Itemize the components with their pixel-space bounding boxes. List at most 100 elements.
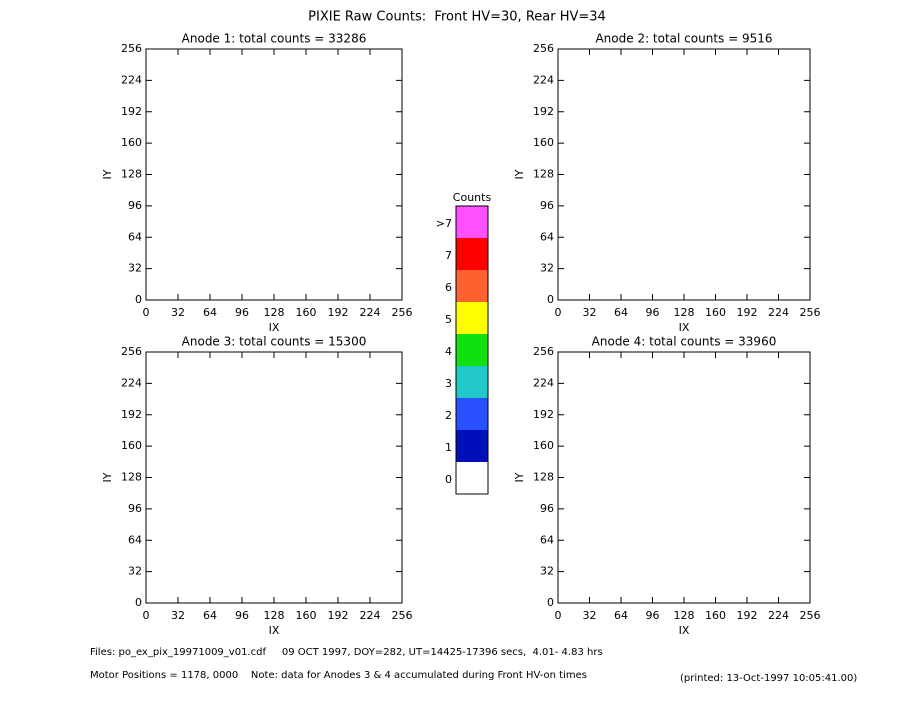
x-tick-label: 64	[203, 609, 217, 622]
x-tick-label: 224	[768, 306, 789, 319]
x-tick-label: 64	[614, 306, 628, 319]
colorbar-swatch	[456, 430, 488, 462]
x-tick-label: 256	[800, 609, 821, 622]
y-tick-label: 32	[128, 262, 142, 275]
y-axis-label: IY	[513, 169, 526, 179]
footer-files: Files: po_ex_pix_19971009_v01.cdf 09 OCT…	[90, 647, 603, 658]
y-tick-label: 224	[121, 73, 142, 86]
y-axis-label: IY	[513, 472, 526, 482]
x-tick-label: 32	[583, 306, 597, 319]
plot-area	[145, 48, 403, 301]
colorbar-label: 3	[445, 377, 452, 390]
x-tick-label: 192	[328, 306, 349, 319]
colorbar-label: 0	[445, 473, 452, 486]
y-tick-label: 128	[121, 471, 142, 484]
footer-motor: Motor Positions = 1178, 0000 Note: data …	[90, 670, 587, 681]
colorbar-swatch	[456, 302, 488, 334]
x-axis-label: IX	[269, 321, 280, 334]
colorbar-label: 4	[445, 345, 452, 358]
panel-title: Anode 1: total counts = 33286	[182, 32, 367, 46]
y-tick-label: 128	[533, 471, 554, 484]
y-tick-label: 32	[128, 565, 142, 578]
y-tick-label: 224	[533, 73, 554, 86]
y-tick-label: 96	[540, 199, 554, 212]
y-tick-label: 0	[135, 293, 142, 306]
colorbar-label: 1	[445, 441, 452, 454]
colorbar-swatch	[456, 270, 488, 302]
y-tick-label: 160	[121, 439, 142, 452]
y-tick-label: 96	[128, 502, 142, 515]
x-tick-label: 128	[674, 609, 695, 622]
x-tick-label: 32	[583, 609, 597, 622]
plot-area	[145, 351, 403, 604]
y-tick-label: 96	[128, 199, 142, 212]
colorbar-swatch	[456, 398, 488, 430]
y-tick-label: 256	[533, 42, 554, 55]
x-tick-label: 224	[360, 306, 381, 319]
y-tick-label: 64	[128, 533, 142, 546]
y-axis-label: IY	[101, 169, 114, 179]
x-tick-label: 160	[296, 306, 317, 319]
panel-title: Anode 2: total counts = 9516	[595, 32, 772, 46]
x-tick-label: 0	[555, 609, 562, 622]
x-tick-label: 160	[296, 609, 317, 622]
x-tick-label: 0	[555, 306, 562, 319]
x-tick-label: 64	[614, 609, 628, 622]
panel-title: Anode 4: total counts = 33960	[592, 335, 777, 349]
x-tick-label: 32	[171, 609, 185, 622]
x-tick-label: 192	[737, 609, 758, 622]
y-tick-label: 192	[121, 408, 142, 421]
y-tick-label: 160	[533, 439, 554, 452]
x-tick-label: 128	[264, 609, 285, 622]
x-axis-label: IX	[679, 624, 690, 637]
y-tick-label: 192	[533, 105, 554, 118]
y-tick-label: 256	[121, 345, 142, 358]
y-tick-label: 0	[547, 596, 554, 609]
colorbar-label: >7	[436, 217, 452, 230]
x-tick-label: 64	[203, 306, 217, 319]
x-tick-label: 224	[360, 609, 381, 622]
x-tick-label: 32	[171, 306, 185, 319]
colorbar-swatch	[456, 462, 488, 494]
colorbar-title: Counts	[453, 191, 492, 204]
colorbar-swatch	[456, 238, 488, 270]
y-tick-label: 0	[547, 293, 554, 306]
y-tick-label: 256	[121, 42, 142, 55]
x-tick-label: 224	[768, 609, 789, 622]
x-tick-label: 0	[143, 306, 150, 319]
x-tick-label: 256	[392, 306, 413, 319]
plot-area	[557, 351, 811, 604]
x-tick-label: 96	[646, 609, 660, 622]
y-tick-label: 0	[135, 596, 142, 609]
x-tick-label: 0	[143, 609, 150, 622]
y-tick-label: 64	[540, 230, 554, 243]
y-axis-label: IY	[101, 472, 114, 482]
x-tick-label: 160	[705, 306, 726, 319]
plot-area	[557, 48, 811, 301]
colorbar-swatch	[456, 206, 488, 238]
x-tick-label: 128	[264, 306, 285, 319]
x-tick-label: 96	[235, 609, 249, 622]
colorbar-frame	[455, 205, 489, 495]
x-tick-label: 256	[392, 609, 413, 622]
x-tick-label: 160	[705, 609, 726, 622]
y-tick-label: 160	[121, 136, 142, 149]
y-tick-label: 192	[533, 408, 554, 421]
x-tick-label: 192	[328, 609, 349, 622]
y-tick-label: 128	[121, 168, 142, 181]
figure-title: PIXIE Raw Counts: Front HV=30, Rear HV=3…	[308, 10, 606, 25]
y-tick-label: 256	[533, 345, 554, 358]
panel-title: Anode 3: total counts = 15300	[182, 335, 367, 349]
colorbar-label: 6	[445, 281, 452, 294]
y-tick-label: 224	[121, 376, 142, 389]
y-tick-label: 32	[540, 565, 554, 578]
x-tick-label: 256	[800, 306, 821, 319]
x-tick-label: 96	[646, 306, 660, 319]
y-tick-label: 128	[533, 168, 554, 181]
x-tick-label: 96	[235, 306, 249, 319]
y-tick-label: 32	[540, 262, 554, 275]
colorbar-swatch	[456, 366, 488, 398]
x-axis-label: IX	[679, 321, 690, 334]
y-tick-label: 64	[540, 533, 554, 546]
